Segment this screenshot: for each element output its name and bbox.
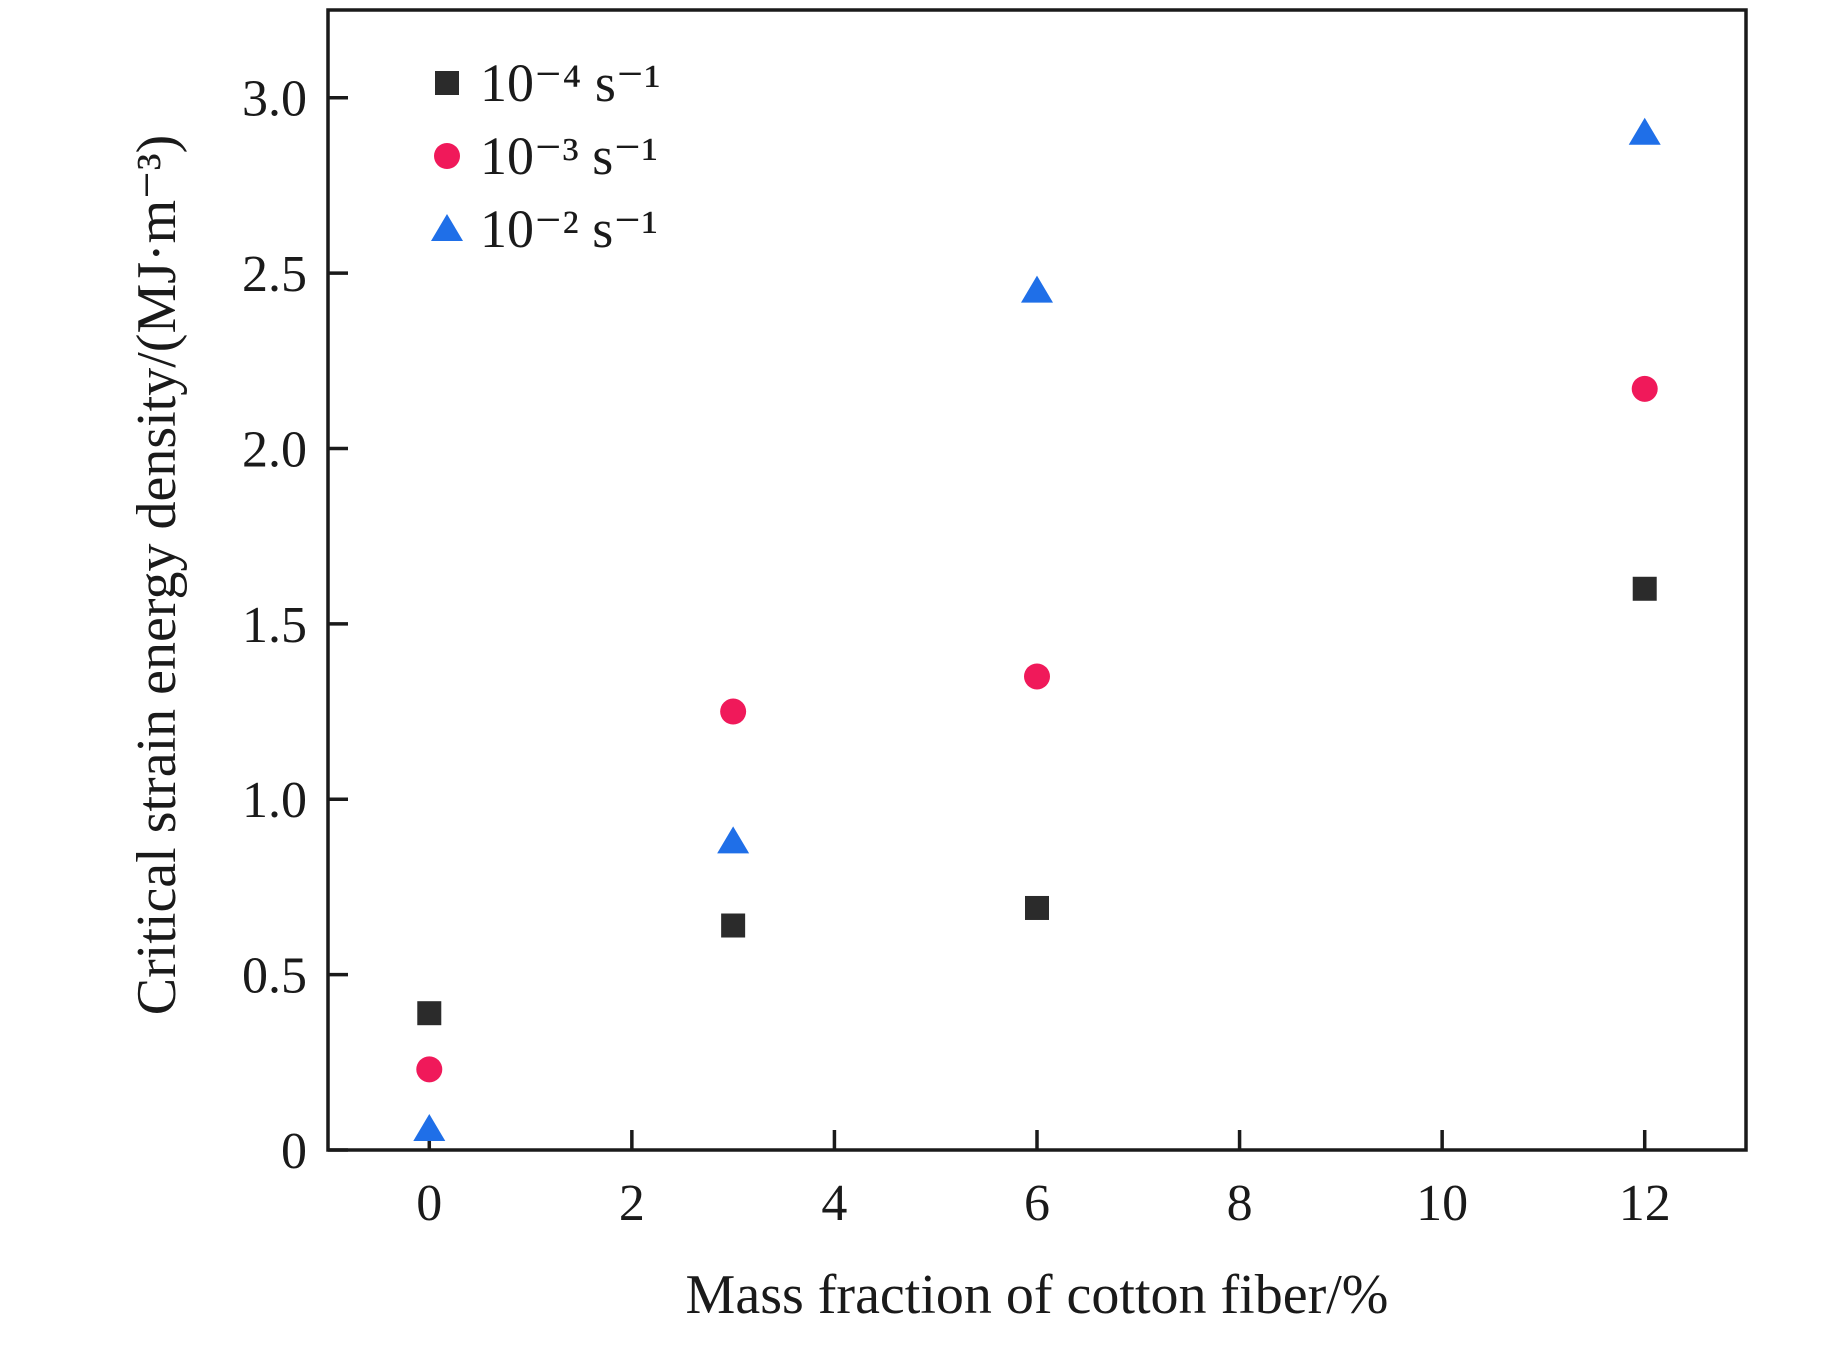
square-point xyxy=(417,1001,442,1026)
x-tick-label: 10 xyxy=(1416,1175,1468,1232)
circle-point xyxy=(1631,375,1658,402)
triangle-point xyxy=(1628,117,1661,145)
data-points xyxy=(413,117,1661,1141)
legend-entry: 10⁻³ s⁻¹ xyxy=(480,126,658,186)
x-tick-label: 4 xyxy=(821,1175,847,1232)
x-tick-label: 12 xyxy=(1619,1175,1671,1232)
y-tick-label: 1.5 xyxy=(242,597,307,654)
square-point xyxy=(1632,576,1657,601)
y-tick-label: 2.0 xyxy=(242,421,307,478)
y-tick-label: 1.0 xyxy=(242,772,307,829)
y-tick-label: 0.5 xyxy=(242,948,307,1005)
legend: 10⁻⁴ s⁻¹ 10⁻³ s⁻¹ 10⁻² s⁻¹ xyxy=(431,53,661,259)
series-circle xyxy=(416,375,1658,1083)
circle-point xyxy=(1024,663,1050,690)
triangle-point xyxy=(413,1113,446,1141)
y-tick-label: 3.0 xyxy=(242,71,307,128)
legend-marker-square xyxy=(435,71,459,95)
y-tick-label: 2.5 xyxy=(242,246,307,303)
x-tick-label: 2 xyxy=(619,1175,645,1232)
y-tick-label: 0 xyxy=(281,1123,307,1180)
legend-entry: 10⁻⁴ s⁻¹ xyxy=(480,53,661,113)
series-triangle xyxy=(413,117,1661,1141)
triangle-point xyxy=(1021,275,1053,303)
triangle-point xyxy=(717,826,750,854)
y-axis-title: Critical strain energy density/(MJ·m⁻³) xyxy=(126,135,188,1015)
x-tick-label: 0 xyxy=(416,1175,442,1232)
x-tick-label: 8 xyxy=(1227,1175,1253,1232)
legend-entry: 10⁻² s⁻¹ xyxy=(480,199,658,259)
square-point xyxy=(721,913,746,938)
circle-point xyxy=(416,1056,443,1083)
x-tick-label: 6 xyxy=(1024,1175,1050,1232)
axes: 0 2 4 6 8 10 12 0 0.5 1.0 1.5 2.0 2.5 3.0 xyxy=(242,8,1748,1232)
legend-marker-circle xyxy=(434,143,460,169)
x-axis-title: Mass fraction of cotton fiber/% xyxy=(686,1264,1389,1326)
series-square xyxy=(417,576,1657,1026)
legend-marker-triangle xyxy=(431,214,463,241)
square-point xyxy=(1025,895,1049,920)
circle-point xyxy=(720,698,747,725)
